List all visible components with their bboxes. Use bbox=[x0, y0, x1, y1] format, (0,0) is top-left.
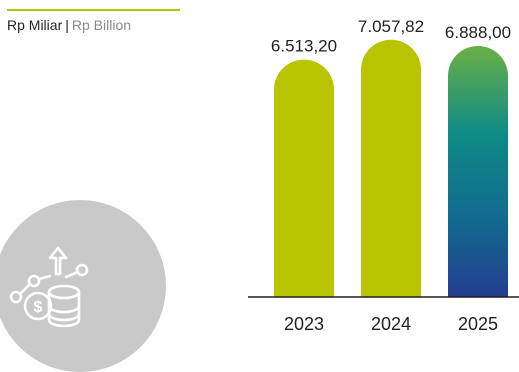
chart-value-labels: 6.513,20 7.057,82 6.888,00 bbox=[271, 17, 511, 56]
header-rule bbox=[7, 9, 180, 11]
unit-label-separator: | bbox=[65, 17, 69, 33]
bar-2023 bbox=[274, 59, 334, 297]
x-tick-label-2023: 2023 bbox=[284, 314, 324, 334]
bar-2025 bbox=[448, 45, 508, 297]
x-tick-label-2025: 2025 bbox=[458, 314, 498, 334]
unit-label-english: Rp Billion bbox=[71, 17, 132, 33]
svg-text:$: $ bbox=[34, 299, 43, 316]
bar-chart: 6.513,20 7.057,82 6.888,00 2023 2024 2025 bbox=[248, 17, 519, 334]
value-label-2025: 6.888,00 bbox=[445, 23, 511, 42]
bar-2024 bbox=[361, 39, 421, 297]
unit-label-local: Rp Miliar bbox=[7, 17, 63, 33]
unit-label: Rp Miliar | Rp Billion bbox=[7, 16, 131, 34]
value-label-2023: 6.513,20 bbox=[271, 37, 337, 56]
finance-growth-icon: $ bbox=[9, 246, 89, 328]
chart-tick-labels: 2023 2024 2025 bbox=[284, 314, 498, 334]
x-tick-label-2024: 2024 bbox=[371, 314, 411, 334]
value-label-2024: 7.057,82 bbox=[358, 17, 424, 36]
chart-bars bbox=[274, 39, 508, 297]
